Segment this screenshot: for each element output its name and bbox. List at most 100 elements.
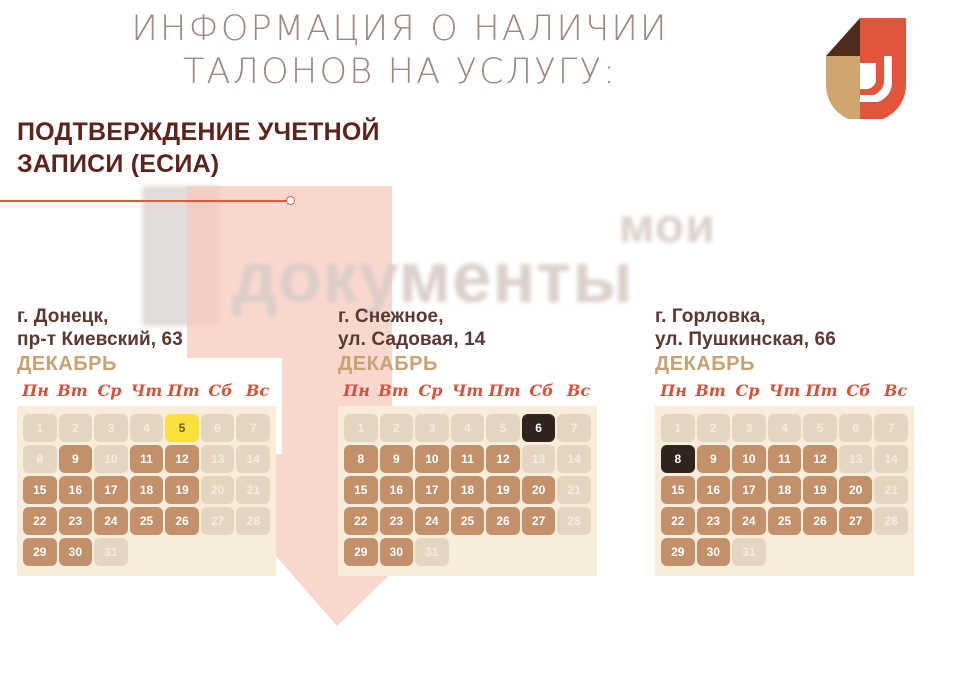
calendar-day-cell[interactable]: 23 (379, 507, 414, 535)
weekday-label: Пт (805, 381, 838, 400)
calendar-day-cell[interactable]: 10 (415, 445, 449, 473)
calendar-day-cell[interactable]: 29 (661, 538, 695, 566)
calendar-day-cell[interactable]: 19 (165, 476, 199, 504)
calendar-day-cell[interactable]: 24 (94, 507, 128, 535)
calendar-day-cell: 27 (200, 507, 235, 535)
calendar-day-cell[interactable]: 18 (129, 476, 164, 504)
calendar-day-cell[interactable]: 29 (344, 538, 378, 566)
calendar-day-cell[interactable]: 25 (767, 507, 802, 535)
calendar-day-cell: 14 (236, 445, 270, 473)
calendar-day-cell: 5 (803, 414, 837, 442)
weekday-label: Сб (208, 381, 233, 400)
calendar-day-cell[interactable]: 9 (379, 445, 414, 473)
weekday-label: Пн (22, 381, 49, 400)
moi-dokumenty-logo-icon (826, 18, 906, 119)
calendar-day-cell[interactable]: 22 (661, 507, 695, 535)
calendar-day-cell: 14 (874, 445, 908, 473)
calendar-day-cell[interactable]: 11 (450, 445, 485, 473)
calendar-day-cell[interactable]: 25 (450, 507, 485, 535)
calendar-location-label: г. Снежное, ул. Садовая, 14 (338, 306, 486, 350)
calendar-day-cell[interactable]: 10 (732, 445, 766, 473)
page-title-sub: ПОДТВЕРЖДЕНИЕ УЧЕТНОЙ ЗАПИСИ (ЕСИА) (17, 118, 380, 178)
calendar-day-cell[interactable]: 26 (803, 507, 837, 535)
calendar-day-cell[interactable]: 24 (732, 507, 766, 535)
calendar-day-cell[interactable]: 20 (521, 476, 556, 504)
calendar-day-cell: 6 (838, 414, 873, 442)
calendar-card: г. Снежное, ул. Садовая, 14 ДЕКАБРЬ Пн Вт Ср… (338, 305, 597, 576)
calendar-day-cell: 4 (129, 414, 164, 442)
calendar-day-cell[interactable]: 26 (486, 507, 520, 535)
calendar-day-cell[interactable]: 16 (379, 476, 414, 504)
calendar-day-cell[interactable]: 12 (165, 445, 199, 473)
calendar-day-cell: 20 (200, 476, 235, 504)
calendar-day-cell[interactable]: 30 (696, 538, 731, 566)
calendar-day-cell[interactable]: 18 (767, 476, 802, 504)
calendar-day-cell[interactable]: 17 (94, 476, 128, 504)
weekday-label: Чт (768, 381, 801, 400)
calendar-day-cell: 28 (874, 507, 908, 535)
calendar-day-cell[interactable]: 27 (521, 507, 556, 535)
calendar-day-grid: 1 2 3 4 5 6 7 8 9 10 11 12 13 14 15 16 17 18 19 20 21 22 23 24 2… (17, 406, 276, 576)
calendar-day-cell[interactable]: 17 (732, 476, 766, 504)
calendar-day-cell[interactable]: 29 (23, 538, 57, 566)
weekday-label: Чт (130, 381, 163, 400)
calendar-day-cell[interactable]: 20 (838, 476, 873, 504)
calendar-day-cell[interactable]: 15 (661, 476, 695, 504)
calendar-location-label: г. Донецк, пр-т Киевский, 63 (17, 306, 183, 350)
calendar-day-cell: 14 (557, 445, 591, 473)
calendar-day-cell[interactable]: 11 (767, 445, 802, 473)
calendar-day-cell[interactable]: 6 (521, 414, 556, 442)
calendar-day-cell: 10 (94, 445, 128, 473)
calendar-day-cell: 6 (200, 414, 235, 442)
calendar-day-cell[interactable]: 25 (129, 507, 164, 535)
calendar-day-cell[interactable]: 19 (486, 476, 520, 504)
calendar-day-cell: 2 (58, 414, 93, 442)
calendar-day-cell[interactable]: 27 (838, 507, 873, 535)
divider-dot (286, 196, 295, 205)
calendar-day-cell[interactable]: 30 (58, 538, 93, 566)
calendar-day-cell[interactable]: 16 (696, 476, 731, 504)
calendar-day-grid: 1 2 3 4 5 6 7 8 9 10 11 12 13 14 15 16 17 18 19 20 21 22 23 24 2… (655, 406, 914, 576)
calendar-day-cell: 13 (200, 445, 235, 473)
calendar-day-cell[interactable]: 9 (58, 445, 93, 473)
calendar-day-cell[interactable]: 22 (344, 507, 378, 535)
calendar-day-cell: 28 (557, 507, 591, 535)
weekday-label: Вт (695, 381, 726, 400)
calendar-month-label: ДЕКАБРЬ (338, 353, 438, 375)
calendar-day-cell[interactable]: 15 (344, 476, 378, 504)
calendar-day-cell[interactable]: 11 (129, 445, 164, 473)
weekday-label: Вс (566, 381, 591, 400)
calendar-day-cell[interactable]: 24 (415, 507, 449, 535)
weekday-label: Пт (167, 381, 200, 400)
watermark-line1: мои (619, 200, 716, 253)
weekday-label: Вс (245, 381, 270, 400)
calendar-day-cell[interactable]: 8 (661, 445, 695, 473)
calendar-day-cell[interactable]: 8 (344, 445, 378, 473)
calendar-day-cell[interactable]: 30 (379, 538, 414, 566)
calendar-day-cell[interactable]: 23 (696, 507, 731, 535)
calendar-day-cell: 7 (874, 414, 908, 442)
watermark-line2: документы (232, 239, 634, 318)
calendar-day-cell[interactable]: 19 (803, 476, 837, 504)
page-title-top: ИНФОРМАЦИЯ О НАЛИЧИИ ТАЛОНОВ НА УСЛУГУ: (131, 9, 669, 92)
calendar-day-cell[interactable]: 26 (165, 507, 199, 535)
calendar-day-cell[interactable]: 12 (803, 445, 837, 473)
weekday-label: Сб (529, 381, 554, 400)
calendar-day-cell[interactable]: 9 (696, 445, 731, 473)
calendar-day-cell: 13 (521, 445, 556, 473)
calendar-day-cell: 21 (557, 476, 591, 504)
calendar-day-cell[interactable]: 15 (23, 476, 57, 504)
calendar-day-cell[interactable]: 17 (415, 476, 449, 504)
weekday-label: Ср (735, 381, 760, 400)
calendar-day-cell[interactable]: 23 (58, 507, 93, 535)
calendar-card: г. Донецк, пр-т Киевский, 63 ДЕКАБРЬ Пн Вт С… (17, 305, 276, 576)
calendar-day-cell[interactable]: 5 (165, 414, 199, 442)
weekday-label: Чт (451, 381, 484, 400)
calendar-day-cell[interactable]: 16 (58, 476, 93, 504)
calendar-day-cell[interactable]: 12 (486, 445, 520, 473)
calendar-day-cell[interactable]: 18 (450, 476, 485, 504)
weekday-label: Вс (883, 381, 908, 400)
calendar-day-cell[interactable]: 22 (23, 507, 57, 535)
weekday-header-row: Пн Вт Ср Чт Пт Сб Вс (655, 381, 914, 400)
